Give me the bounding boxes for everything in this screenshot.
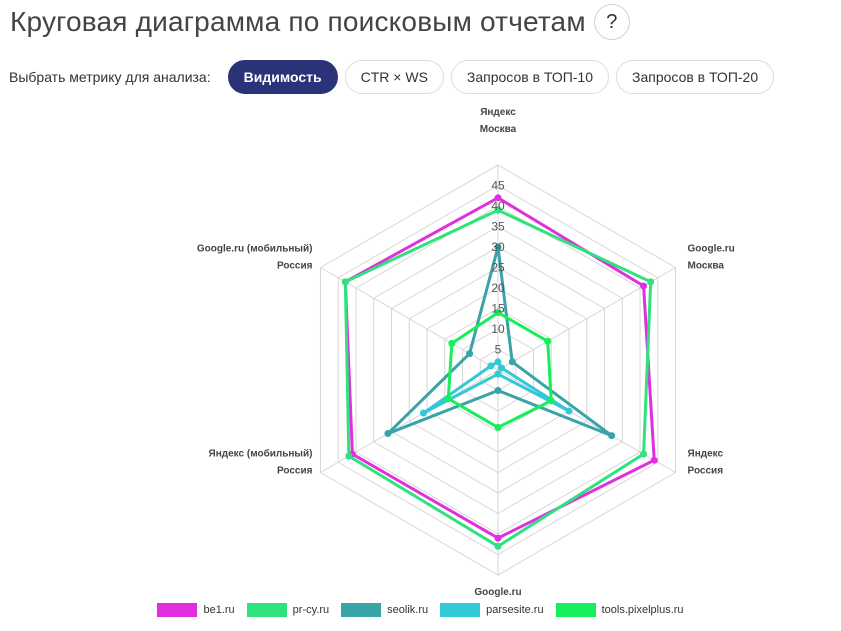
legend-item[interactable]: parsesite.ru bbox=[440, 603, 544, 617]
series-point bbox=[494, 243, 502, 251]
series-point bbox=[565, 407, 573, 415]
series-point bbox=[494, 542, 502, 550]
chart-legend: be1.ru pr-cy.ru seolik.ru parsesite.ru tools… bbox=[0, 603, 841, 617]
axis-label: Яндекс bbox=[480, 107, 516, 118]
metric-label: Выбрать метрику для анализа: bbox=[9, 69, 211, 85]
tick-label: 30 bbox=[491, 240, 505, 254]
series-point bbox=[608, 432, 616, 440]
axis-label: Москва bbox=[688, 261, 725, 272]
series-point bbox=[494, 423, 502, 431]
help-button[interactable]: ? bbox=[593, 4, 630, 40]
metric-visibility-button[interactable]: Видимость bbox=[227, 60, 338, 94]
series-point bbox=[341, 278, 349, 286]
legend-label: pr-cy.ru bbox=[292, 604, 330, 616]
tick-label: 5 bbox=[495, 343, 502, 357]
series-point bbox=[494, 206, 502, 214]
tick-label: 25 bbox=[491, 261, 505, 275]
metric-top20-button[interactable]: Запросов в ТОП-20 bbox=[616, 60, 775, 94]
axis-label: Google.ru bbox=[474, 587, 521, 598]
series-point bbox=[345, 452, 353, 460]
series-point bbox=[647, 278, 655, 286]
tick-label: 35 bbox=[491, 220, 505, 234]
metric-selector: Выбрать метрику для анализа: Видимость C… bbox=[9, 60, 781, 94]
legend-label: tools.pixelplus.ru bbox=[601, 604, 684, 616]
tick-label: 15 bbox=[491, 302, 505, 316]
axis-label: Россия bbox=[688, 466, 724, 477]
legend-label: be1.ru bbox=[203, 604, 235, 616]
radar-ticks: 5 10 15 20 25 30 35 40 45 bbox=[491, 179, 505, 357]
legend-swatch bbox=[440, 603, 481, 617]
legend-swatch bbox=[157, 603, 198, 617]
axis-label: Россия bbox=[277, 466, 313, 477]
metric-top10-button[interactable]: Запросов в ТОП-10 bbox=[450, 60, 610, 94]
tick-label: 45 bbox=[491, 179, 505, 193]
legend-swatch bbox=[555, 603, 596, 617]
axis-label: Яндекс (мобильный) bbox=[209, 448, 313, 460]
legend-swatch bbox=[246, 603, 287, 617]
axis-label: Россия bbox=[277, 261, 313, 272]
series-point bbox=[498, 364, 506, 372]
tick-label: 20 bbox=[491, 281, 505, 295]
series-point bbox=[494, 358, 502, 366]
series-point bbox=[547, 397, 555, 405]
legend-item[interactable]: seolik.ru bbox=[341, 603, 428, 617]
series-point bbox=[466, 350, 474, 358]
page-title: Круговая диаграмма по поисковым отчетам bbox=[10, 6, 586, 37]
series-point bbox=[640, 450, 648, 458]
legend-item[interactable]: be1.ru bbox=[157, 603, 235, 617]
metric-ctr-ws-button[interactable]: CTR × WS bbox=[344, 60, 444, 94]
series-point bbox=[494, 534, 502, 542]
series-point bbox=[494, 370, 502, 378]
legend-item[interactable]: pr-cy.ru bbox=[246, 603, 330, 617]
axis-label: Яндекс bbox=[688, 449, 724, 460]
series-point bbox=[508, 358, 516, 366]
header: Круговая диаграмма по поисковым отчетам … bbox=[10, 0, 630, 44]
axis-label: Google.ru (мобильный) bbox=[197, 243, 313, 255]
series-point bbox=[494, 387, 502, 394]
series-point bbox=[494, 194, 502, 202]
series-point bbox=[384, 430, 392, 438]
series-point bbox=[494, 309, 502, 317]
tick-label: 10 bbox=[491, 322, 505, 336]
series-line bbox=[386, 245, 614, 438]
axis-label: Google.ru bbox=[688, 244, 735, 255]
series-point bbox=[640, 282, 648, 290]
series-point bbox=[419, 409, 427, 417]
radar-axis-labels: Яндекс Москва Google.ru Москва Яндекс Россия G… bbox=[197, 107, 735, 598]
legend-label: parsesite.ru bbox=[486, 604, 544, 616]
series-point bbox=[487, 362, 495, 370]
legend-swatch bbox=[341, 603, 382, 617]
radar-series bbox=[341, 194, 658, 550]
legend-item[interactable]: tools.pixelplus.ru bbox=[555, 603, 684, 617]
series-point bbox=[448, 339, 456, 347]
axis-label: Москва bbox=[480, 124, 517, 135]
series-point bbox=[444, 395, 452, 403]
series-point bbox=[650, 456, 658, 464]
tick-label: 40 bbox=[491, 199, 505, 213]
legend-label: seolik.ru bbox=[387, 604, 429, 616]
radar-chart: 5 10 15 20 25 30 35 40 45 Яндекс Москва Google.ru М… bbox=[197, 107, 735, 598]
series-point bbox=[544, 337, 552, 345]
